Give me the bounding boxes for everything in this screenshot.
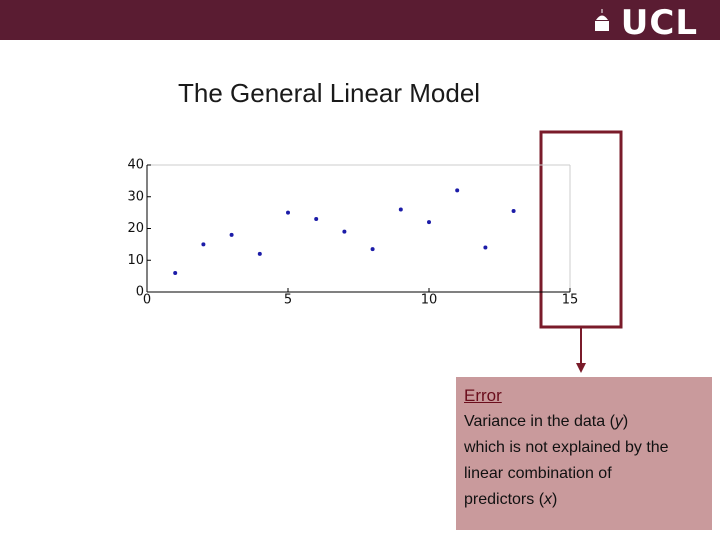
point: [286, 210, 290, 215]
x-tick-label: 0: [143, 293, 151, 308]
logo-icon: [595, 9, 609, 31]
point: [342, 229, 347, 234]
x-tick-label: 10: [421, 293, 438, 308]
callout: Error Variance in the data (y) which is n…: [456, 377, 712, 530]
callout-text: ): [552, 491, 558, 508]
y-tick-label: 40: [127, 158, 144, 173]
callout-line: which is not explained by the: [464, 435, 704, 461]
callout-title: Error: [464, 386, 502, 405]
callout-text: ): [622, 413, 629, 430]
callout-text: Variance in the data (: [464, 413, 615, 430]
y-tick-label: 10: [127, 253, 144, 268]
y-tick-label: 20: [127, 221, 144, 236]
point: [370, 247, 375, 252]
slide-title: The General Linear Model: [178, 78, 481, 108]
point: [483, 245, 488, 250]
point: [314, 216, 319, 221]
callout-text: predictors (: [464, 491, 545, 508]
point: [427, 220, 431, 225]
callout-text: which is not explained by the: [464, 439, 669, 456]
point: [173, 270, 178, 275]
point: [511, 209, 516, 214]
callout-text: linear combination of: [464, 465, 612, 482]
logo: UCL: [620, 3, 698, 43]
point: [398, 207, 403, 212]
point: [201, 242, 206, 247]
y-tick-label: 30: [127, 189, 144, 204]
callout-text: y: [614, 413, 623, 430]
y-tick-label: 0: [136, 285, 144, 300]
arrow-head: [576, 363, 586, 373]
highlight-box: [539, 130, 623, 329]
header-bar: UCL: [0, 0, 720, 43]
callout-line: linear combination of: [464, 461, 704, 487]
callout-line: predictors (x): [464, 487, 704, 513]
x-tick-label: 15: [562, 293, 579, 308]
x-tick-label: 5: [284, 293, 292, 308]
point: [455, 188, 460, 193]
point: [229, 232, 234, 237]
point: [257, 251, 262, 256]
callout-text: x: [544, 491, 553, 508]
callout-line: Variance in the data (y): [464, 409, 704, 435]
